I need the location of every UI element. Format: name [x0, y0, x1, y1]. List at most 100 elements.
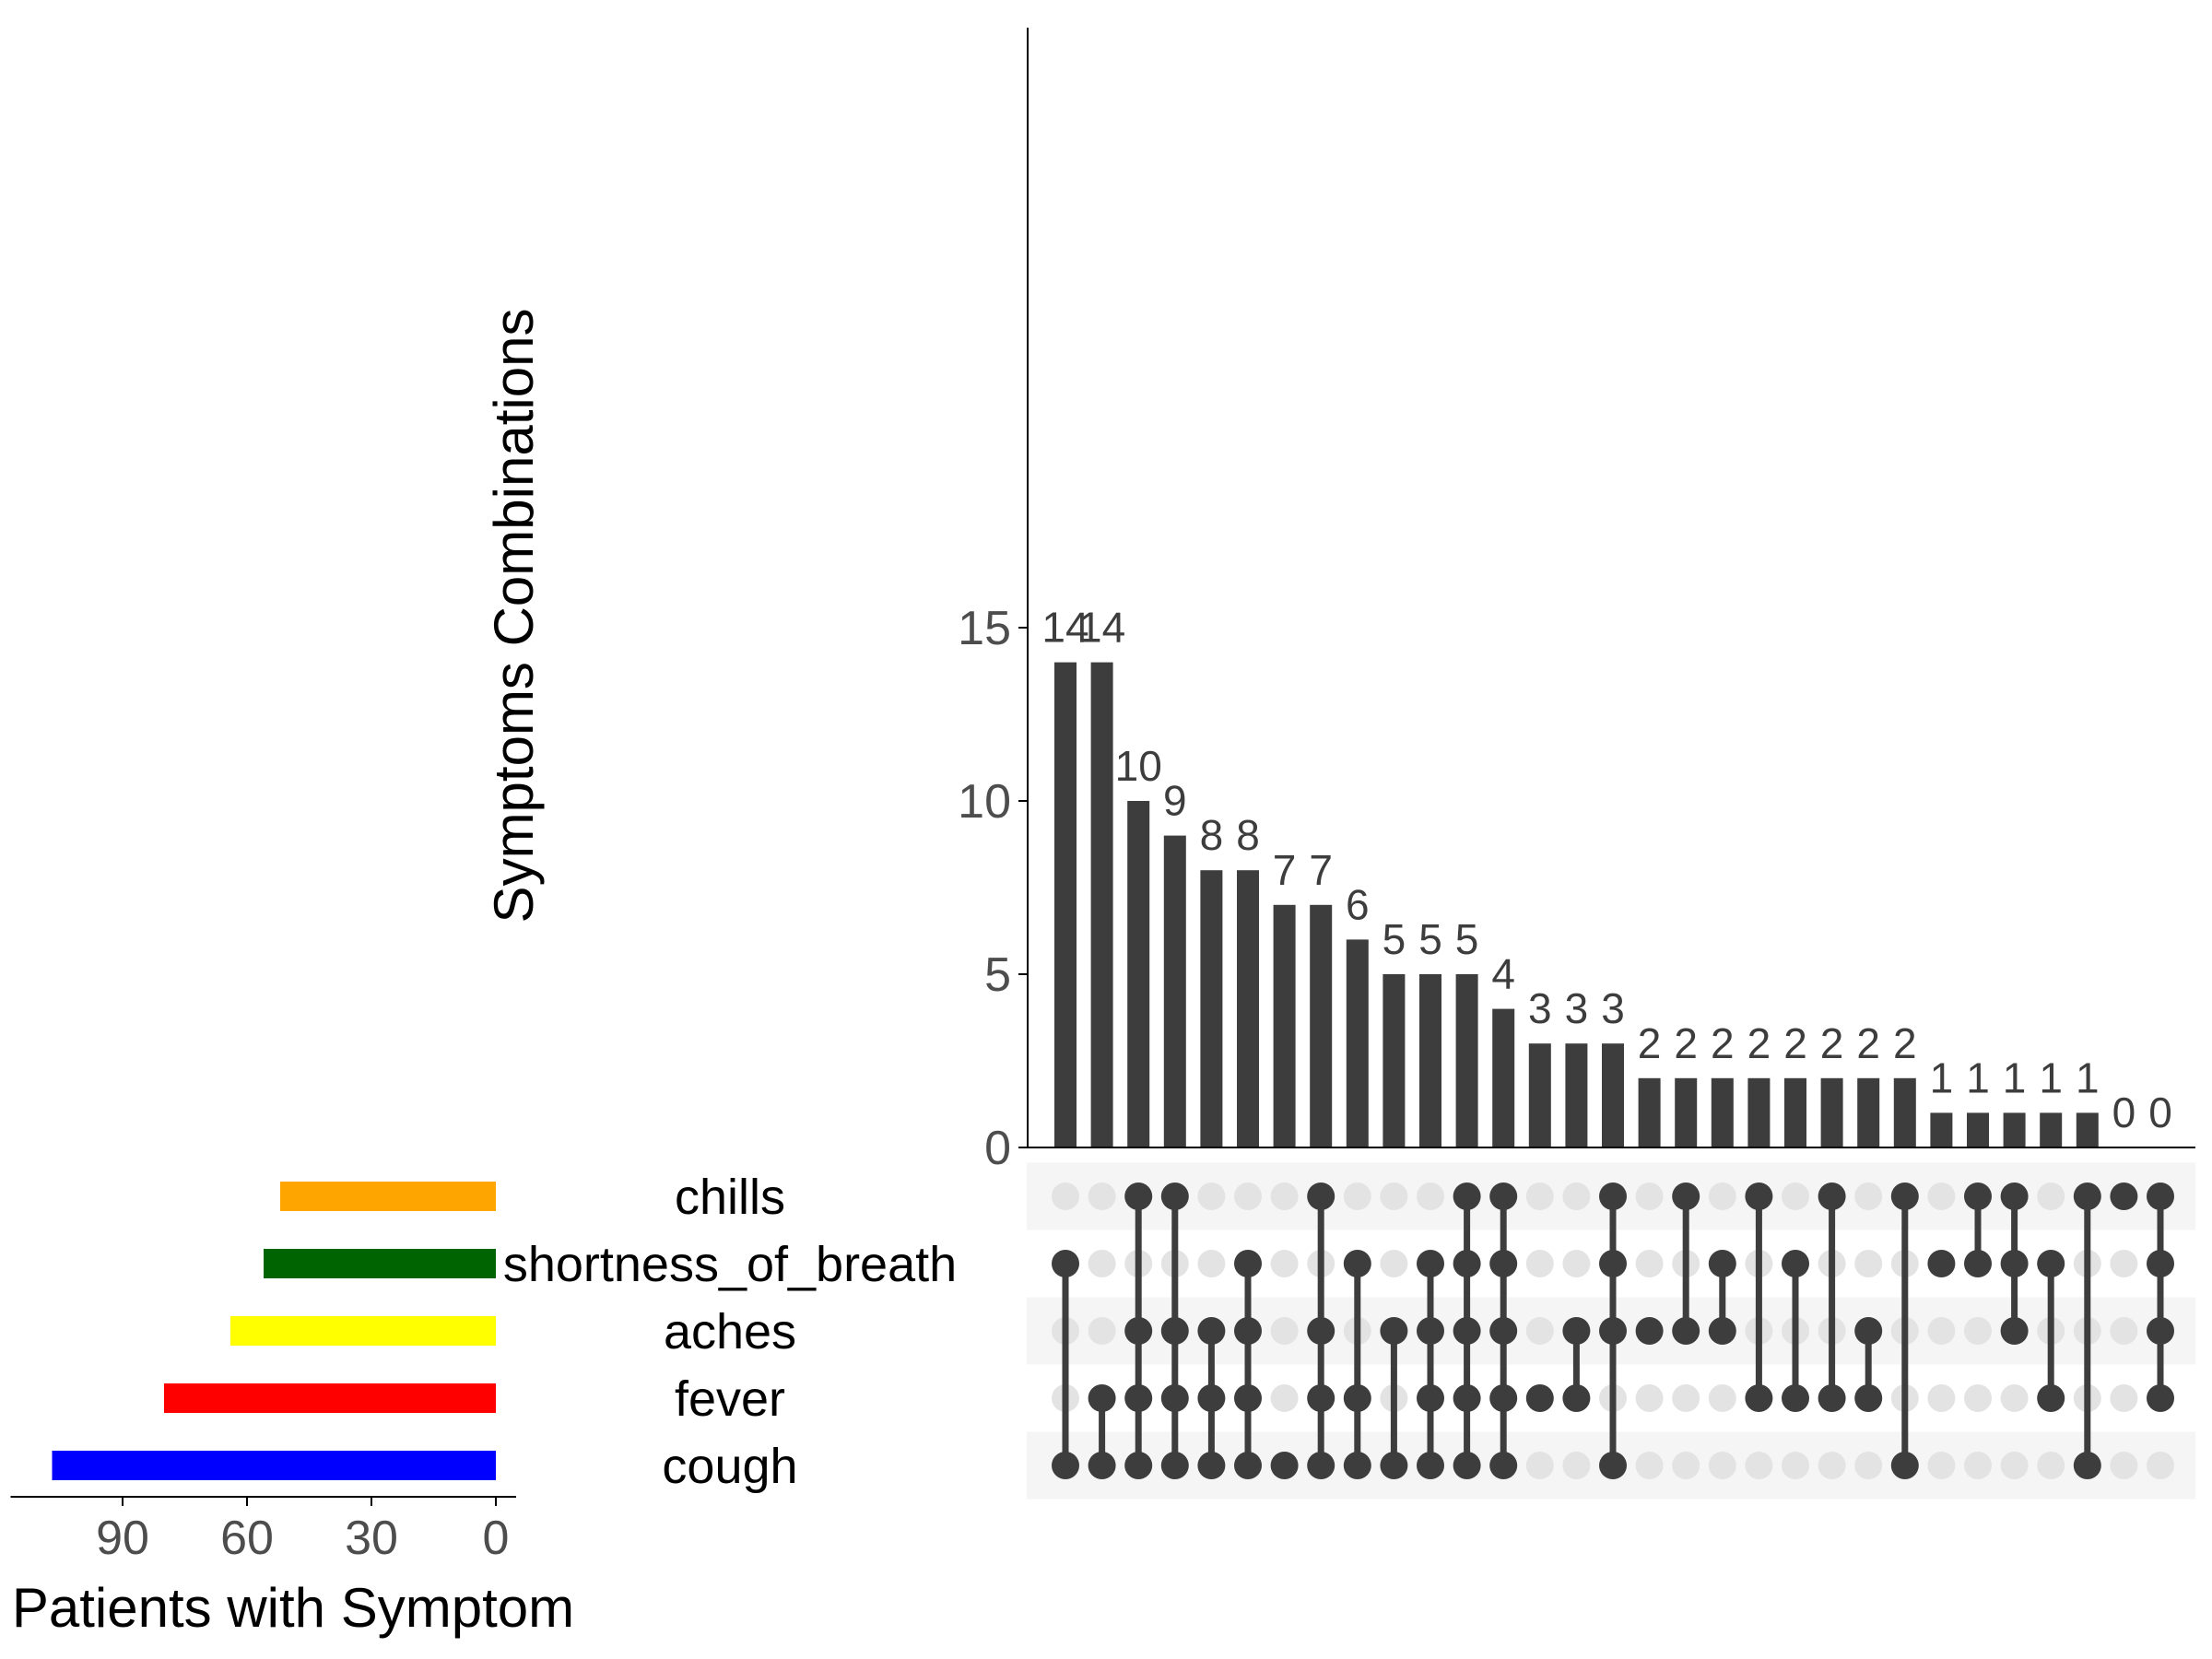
- matrix-dot-active: [1453, 1384, 1481, 1412]
- matrix-dot-active: [2110, 1182, 2138, 1210]
- matrix-dot-active: [1562, 1384, 1591, 1412]
- matrix-dot-active: [1782, 1384, 1809, 1412]
- matrix-dot-inactive: [1782, 1182, 1809, 1210]
- matrix-dot-active: [1453, 1452, 1481, 1479]
- matrix-dot-inactive: [1745, 1452, 1773, 1479]
- matrix-dot-active: [2037, 1250, 2065, 1277]
- matrix-dot-active: [1672, 1182, 1700, 1210]
- matrix-dot-inactive: [1270, 1384, 1299, 1412]
- matrix-dot-active: [1599, 1250, 1627, 1277]
- matrix-dot-active: [1307, 1317, 1335, 1345]
- set-label-aches: aches: [664, 1304, 796, 1359]
- intersection-matrix: [1052, 1182, 2174, 1479]
- intersection-bar: [1237, 870, 1259, 1147]
- bar-value-label: 5: [1382, 915, 1406, 963]
- matrix-dot-active: [1380, 1317, 1408, 1345]
- matrix-dot-active: [1635, 1317, 1664, 1345]
- matrix-dot-active: [1489, 1182, 1518, 1210]
- intersection-bar: [1893, 1077, 1916, 1147]
- bar-value-label: 1: [1966, 1053, 1990, 1101]
- matrix-dot-active: [1417, 1384, 1444, 1412]
- intersection-bar: [1054, 662, 1077, 1147]
- matrix-dot-active: [1489, 1384, 1518, 1412]
- x-tick-label: 0: [483, 1512, 510, 1565]
- matrix-dot-inactive: [1927, 1182, 1956, 1210]
- bar-value-label: 10: [1115, 742, 1162, 790]
- intersection-bar: [1492, 1008, 1515, 1147]
- intersection-bar: [1200, 870, 1223, 1147]
- matrix-dot-inactive: [2110, 1250, 2138, 1277]
- intersection-bar: [1967, 1112, 1989, 1147]
- intersection-bar: [1090, 662, 1113, 1147]
- y-axis-title: Symptoms Combinations: [483, 309, 545, 924]
- intersection-bar: [1419, 974, 1441, 1147]
- matrix-dot-inactive: [1964, 1317, 1992, 1345]
- matrix-dot-active: [2073, 1452, 2101, 1479]
- matrix-dot-active: [1270, 1452, 1299, 1479]
- matrix-dot-active: [1854, 1384, 1883, 1412]
- matrix-dot-active: [2000, 1182, 2029, 1210]
- matrix-dot-inactive: [1562, 1250, 1591, 1277]
- intersection-bar: [2040, 1112, 2063, 1147]
- bar-value-label: 8: [1236, 811, 1260, 859]
- matrix-dot-active: [1197, 1452, 1226, 1479]
- matrix-dot-inactive: [1380, 1250, 1408, 1277]
- intersection-bar: [1273, 904, 1296, 1147]
- matrix-dot-active: [1124, 1317, 1153, 1345]
- matrix-dot-active: [1343, 1250, 1371, 1277]
- matrix-dot-active: [1745, 1384, 1773, 1412]
- matrix-dot-inactive: [1197, 1182, 1226, 1210]
- matrix-dot-active: [1160, 1317, 1189, 1345]
- matrix-dot-active: [1417, 1452, 1444, 1479]
- set-size-bar-chills: [280, 1182, 496, 1211]
- set-size-bar-aches: [230, 1316, 496, 1346]
- intersection-bar: [1127, 801, 1150, 1147]
- intersection-bar: [1602, 1043, 1624, 1147]
- matrix-dot-active: [1599, 1182, 1627, 1210]
- matrix-dot-active: [1343, 1384, 1371, 1412]
- matrix-dot-inactive: [2000, 1452, 2029, 1479]
- bar-value-label: 9: [1163, 777, 1187, 825]
- matrix-dot-active: [2037, 1384, 2065, 1412]
- matrix-dot-inactive: [1672, 1384, 1700, 1412]
- x-axis-title: Patients with Symptom: [12, 1577, 574, 1639]
- matrix-dot-inactive: [1635, 1182, 1664, 1210]
- intersection-bar: [1455, 974, 1478, 1147]
- y-tick-label: 5: [984, 948, 1011, 1002]
- bar-value-label: 7: [1273, 846, 1297, 894]
- bar-value-label: 3: [1565, 984, 1589, 1032]
- matrix-dot-active: [1964, 1250, 1992, 1277]
- bar-value-label: 5: [1418, 915, 1442, 963]
- matrix-dot-inactive: [1672, 1452, 1700, 1479]
- matrix-dot-active: [2000, 1250, 2029, 1277]
- matrix-dot-inactive: [1708, 1384, 1736, 1412]
- matrix-dot-active: [1160, 1452, 1189, 1479]
- y-tick-label: 10: [958, 775, 1011, 829]
- matrix-dot-active: [1453, 1250, 1481, 1277]
- matrix-dot-inactive: [1525, 1250, 1554, 1277]
- matrix-dot-active: [1052, 1250, 1079, 1277]
- y-tick-label: 0: [984, 1122, 1011, 1175]
- matrix-dot-active: [1160, 1182, 1189, 1210]
- matrix-dot-inactive: [1964, 1452, 1992, 1479]
- intersection-bar: [1638, 1077, 1661, 1147]
- intersection-bar: [1382, 974, 1406, 1147]
- matrix-dot-inactive: [2110, 1452, 2138, 1479]
- bar-value-label: 14: [1078, 604, 1125, 652]
- matrix-dot-inactive: [1270, 1250, 1299, 1277]
- matrix-dot-active: [1417, 1250, 1444, 1277]
- bar-value-label: 2: [1893, 1019, 1917, 1067]
- bar-value-label: 2: [1783, 1019, 1807, 1067]
- matrix-dot-active: [1197, 1317, 1226, 1345]
- matrix-dot-inactive: [1964, 1384, 1992, 1412]
- bar-value-label: 3: [1601, 984, 1625, 1032]
- matrix-dot-active: [1453, 1182, 1481, 1210]
- matrix-dot-active: [1890, 1182, 1919, 1210]
- set-size-bars: [52, 1182, 496, 1480]
- matrix-dot-inactive: [1562, 1182, 1591, 1210]
- matrix-dot-inactive: [1562, 1452, 1591, 1479]
- bar-value-label: 2: [1674, 1019, 1698, 1067]
- intersection-bar: [1346, 939, 1369, 1147]
- matrix-dot-inactive: [1708, 1182, 1736, 1210]
